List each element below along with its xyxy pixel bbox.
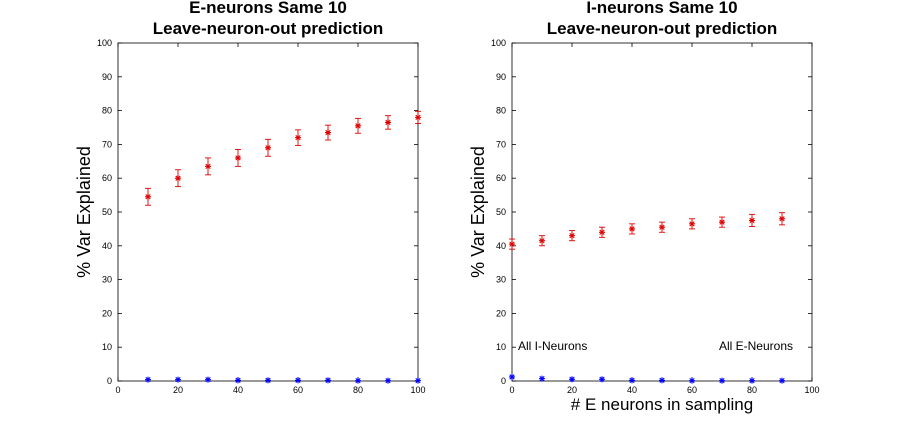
chart-left-xtick-label: 20 — [173, 385, 183, 395]
chart-left-point-red — [415, 114, 421, 121]
chart-left-ytick-label: 40 — [102, 241, 112, 251]
chart-right-ytick-label: 0 — [501, 376, 506, 386]
chart-right-point-blue — [719, 377, 725, 384]
chart-left-ytick-label: 100 — [97, 38, 112, 48]
chart-left-ytick-label: 50 — [102, 207, 112, 217]
chart-left-point-blue — [235, 377, 241, 384]
chart-left-xtick-label: 0 — [115, 385, 120, 395]
chart-left-point-blue — [205, 376, 211, 383]
chart-right-xtick-label: 0 — [509, 385, 514, 395]
chart-right-ylabel: % Var Explained — [468, 146, 488, 278]
chart-right-point-blue — [539, 375, 545, 382]
chart-left-point-red — [235, 154, 241, 161]
chart-right-annotation-all-i-neurons: All I-Neurons — [518, 339, 587, 353]
chart-left-point-blue — [265, 377, 271, 384]
chart-left-ytick-label: 20 — [102, 308, 112, 318]
chart-right-point-blue — [659, 377, 665, 384]
chart-right-axes: 0 10 20 30 40 50 60 70 80 90 100 0 20 40 60 80 100 — [491, 38, 820, 395]
chart-left-ytick-label: 0 — [107, 376, 112, 386]
chart-right-point-red — [689, 220, 695, 227]
chart-left-point-red — [385, 119, 391, 126]
chart-right-point-blue — [599, 376, 605, 383]
chart-right-xtick-label: 100 — [804, 385, 819, 395]
chart-right-point-red — [599, 229, 605, 236]
chart-right-point-red — [539, 237, 545, 244]
chart-left-ytick-label: 10 — [102, 342, 112, 352]
chart-left-xtick-label: 80 — [353, 385, 363, 395]
chart-right-xtick-label: 80 — [747, 385, 757, 395]
chart-left-point-blue — [145, 376, 151, 383]
chart-left-point-blue — [175, 376, 181, 383]
chart-right-ytick-label: 70 — [496, 139, 506, 149]
chart-right: I-neurons Same 10 Leave-neuron-out predi… — [468, 0, 820, 414]
chart-right-ytick-label: 80 — [496, 106, 506, 116]
chart-right-point-red — [629, 225, 635, 232]
chart-left-ylabel: % Var Explained — [74, 146, 94, 278]
chart-right-point-blue — [749, 377, 755, 384]
chart-right-point-red — [749, 217, 755, 224]
chart-left-axes: 0 10 20 30 40 50 60 70 80 90 100 0 20 40 60 80 100 — [97, 38, 426, 395]
chart-right-point-red — [659, 224, 665, 231]
chart-left-ytick-label: 90 — [102, 72, 112, 82]
chart-right-point-blue — [569, 376, 575, 383]
chart-right-xtick-label: 40 — [627, 385, 637, 395]
chart-left-point-red — [355, 122, 361, 129]
chart-left-title-line2: Leave-neuron-out prediction — [153, 19, 383, 38]
chart-right-point-red — [719, 219, 725, 226]
chart-right-ytick-label: 90 — [496, 72, 506, 82]
chart-left-xtick-label: 40 — [233, 385, 243, 395]
chart-left-xtick-label: 60 — [293, 385, 303, 395]
chart-left-point-red — [175, 175, 181, 182]
chart-left-point-blue — [325, 377, 331, 384]
chart-left-ytick-label: 60 — [102, 173, 112, 183]
chart-left-point-blue — [385, 377, 391, 384]
chart-right-point-red — [509, 241, 515, 248]
chart-right-xlabel: # E neurons in sampling — [571, 395, 753, 414]
chart-right-ytick-label: 20 — [496, 308, 506, 318]
chart-left-point-blue — [355, 377, 361, 384]
chart-right-point-red — [569, 232, 575, 239]
chart-left-point-red — [325, 129, 331, 136]
chart-left: E-neurons Same 10 Leave-neuron-out predi… — [74, 0, 426, 395]
chart-right-ytick-label: 10 — [496, 342, 506, 352]
chart-right-title-line1: I-neurons Same 10 — [586, 0, 737, 17]
chart-left-marks — [145, 110, 421, 384]
chart-right-marks — [509, 212, 785, 384]
chart-left-title-line1: E-neurons Same 10 — [189, 0, 347, 17]
chart-right-ytick-label: 60 — [496, 173, 506, 183]
chart-right-point-blue — [689, 377, 695, 384]
chart-right-plot-frame — [511, 42, 813, 382]
chart-left-plot-frame — [117, 42, 419, 382]
chart-left-point-blue — [295, 377, 301, 384]
chart-right-title-line2: Leave-neuron-out prediction — [547, 19, 777, 38]
chart-left-ytick-label: 70 — [102, 139, 112, 149]
chart-right-point-blue — [629, 377, 635, 384]
chart-right-ytick-label: 30 — [496, 275, 506, 285]
chart-left-point-red — [205, 163, 211, 170]
chart-right-ytick-label: 100 — [491, 38, 506, 48]
chart-left-xtick-label: 100 — [410, 385, 425, 395]
chart-left-point-red — [265, 144, 271, 151]
chart-right-point-blue — [509, 373, 515, 380]
chart-left-point-blue — [415, 377, 421, 384]
chart-right-xtick-label: 20 — [567, 385, 577, 395]
chart-left-ytick-label: 80 — [102, 106, 112, 116]
chart-left-ytick-label: 30 — [102, 275, 112, 285]
chart-left-point-red — [295, 134, 301, 141]
chart-right-xtick-label: 60 — [687, 385, 697, 395]
chart-right-point-blue — [779, 377, 785, 384]
chart-right-ytick-label: 40 — [496, 241, 506, 251]
chart-right-point-red — [779, 215, 785, 222]
chart-left-point-red — [145, 193, 151, 200]
chart-right-annotation-all-e-neurons: All E-Neurons — [719, 339, 793, 353]
chart-right-ytick-label: 50 — [496, 207, 506, 217]
